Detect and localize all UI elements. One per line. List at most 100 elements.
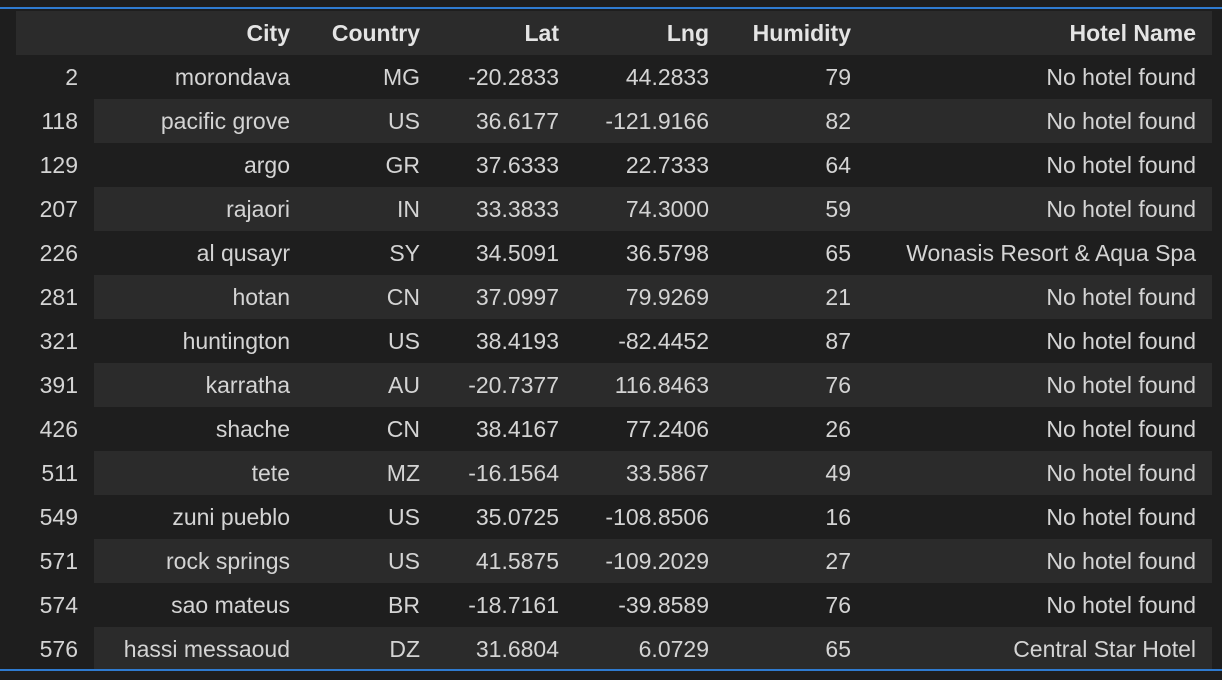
- city-cell: rajaori: [94, 187, 306, 231]
- header-row: City Country Lat Lng Humidity Hotel Name: [16, 11, 1212, 55]
- humidity-cell: 76: [725, 583, 867, 627]
- hotel-name-cell: No hotel found: [867, 539, 1212, 583]
- country-cell: US: [306, 495, 436, 539]
- hotel-name-cell: No hotel found: [867, 143, 1212, 187]
- table-row: 118 pacific grove US 36.6177 -121.9166 82 No h…: [16, 99, 1212, 143]
- humidity-cell: 87: [725, 319, 867, 363]
- hotel-name-cell: No hotel found: [867, 583, 1212, 627]
- lat-cell: 31.6804: [436, 627, 575, 671]
- hotel-name-cell: No hotel found: [867, 319, 1212, 363]
- hotel-name-cell: Wonasis Resort & Aqua Spa: [867, 231, 1212, 275]
- table-row: 226 al qusayr SY 34.5091 36.5798 65 Wonasis Re…: [16, 231, 1212, 275]
- lat-cell: -20.7377: [436, 363, 575, 407]
- row-index: 118: [41, 107, 78, 134]
- row-index: 576: [39, 635, 78, 662]
- table-row: 511 tete MZ -16.1564 33.5867 49 No hotel found: [16, 451, 1212, 495]
- dataframe-table: City Country Lat Lng Humidity Hotel Name…: [16, 11, 1212, 671]
- city-cell: pacific grove: [94, 99, 306, 143]
- country-cell: SY: [306, 231, 436, 275]
- lng-cell: 116.8463: [575, 363, 725, 407]
- humidity-cell: 59: [725, 187, 867, 231]
- city-cell: karratha: [94, 363, 306, 407]
- city-cell: argo: [94, 143, 306, 187]
- humidity-cell: 79: [725, 55, 867, 99]
- column-header-lng: Lng: [575, 11, 725, 55]
- row-index: 574: [39, 591, 78, 618]
- lat-cell: 34.5091: [436, 231, 575, 275]
- country-cell: US: [306, 99, 436, 143]
- humidity-cell: 64: [725, 143, 867, 187]
- country-cell: US: [306, 539, 436, 583]
- lat-cell: 37.0997: [436, 275, 575, 319]
- lng-cell: -121.9166: [575, 99, 725, 143]
- row-index: 321: [39, 327, 78, 354]
- row-index: 207: [39, 195, 78, 222]
- table-body: 2 morondava MG -20.2833 44.2833 79 No hotel fo…: [16, 55, 1212, 671]
- row-index: 226: [39, 239, 78, 266]
- table-row: 576 hassi messaoud DZ 31.6804 6.0729 65 Centra…: [16, 627, 1212, 671]
- lat-cell: 36.6177: [436, 99, 575, 143]
- lat-cell: 38.4167: [436, 407, 575, 451]
- lat-cell: 35.0725: [436, 495, 575, 539]
- lng-cell: 33.5867: [575, 451, 725, 495]
- country-cell: DZ: [306, 627, 436, 671]
- cell-focus-border-bottom: [0, 669, 1222, 671]
- city-cell: tete: [94, 451, 306, 495]
- lng-cell: 74.3000: [575, 187, 725, 231]
- hotel-name-cell: No hotel found: [867, 99, 1212, 143]
- lat-cell: -18.7161: [436, 583, 575, 627]
- lat-cell: 41.5875: [436, 539, 575, 583]
- city-cell: huntington: [94, 319, 306, 363]
- lat-cell: -16.1564: [436, 451, 575, 495]
- hotel-name-cell: No hotel found: [867, 275, 1212, 319]
- table-header: City Country Lat Lng Humidity Hotel Name: [16, 11, 1212, 55]
- lat-cell: 38.4193: [436, 319, 575, 363]
- table-row: 571 rock springs US 41.5875 -109.2029 27 No ho…: [16, 539, 1212, 583]
- row-index: 2: [65, 63, 78, 90]
- column-header-humidity: Humidity: [725, 11, 867, 55]
- row-index: 511: [41, 459, 78, 486]
- table-row: 207 rajaori IN 33.3833 74.3000 59 No hotel fou…: [16, 187, 1212, 231]
- humidity-cell: 27: [725, 539, 867, 583]
- country-cell: BR: [306, 583, 436, 627]
- lng-cell: 36.5798: [575, 231, 725, 275]
- country-cell: GR: [306, 143, 436, 187]
- country-cell: MZ: [306, 451, 436, 495]
- table-row: 2 morondava MG -20.2833 44.2833 79 No hotel fo…: [16, 55, 1212, 99]
- lat-cell: 33.3833: [436, 187, 575, 231]
- table-row: 391 karratha AU -20.7377 116.8463 76 No hotel …: [16, 363, 1212, 407]
- table-row: 574 sao mateus BR -18.7161 -39.8589 76 No hote…: [16, 583, 1212, 627]
- lng-cell: 44.2833: [575, 55, 725, 99]
- lat-cell: 37.6333: [436, 143, 575, 187]
- humidity-cell: 65: [725, 231, 867, 275]
- lng-cell: 22.7333: [575, 143, 725, 187]
- column-header-city: City: [94, 11, 306, 55]
- row-index: 281: [39, 283, 78, 310]
- row-index: 391: [39, 371, 78, 398]
- city-cell: shache: [94, 407, 306, 451]
- lng-cell: 79.9269: [575, 275, 725, 319]
- hotel-name-cell: No hotel found: [867, 407, 1212, 451]
- column-header-index: [16, 11, 94, 55]
- hotel-name-cell: Central Star Hotel: [867, 627, 1212, 671]
- hotel-name-cell: No hotel found: [867, 187, 1212, 231]
- row-index: 129: [39, 151, 78, 178]
- table-row: 549 zuni pueblo US 35.0725 -108.8506 16 No hot…: [16, 495, 1212, 539]
- country-cell: AU: [306, 363, 436, 407]
- humidity-cell: 21: [725, 275, 867, 319]
- humidity-cell: 76: [725, 363, 867, 407]
- country-cell: CN: [306, 275, 436, 319]
- country-cell: MG: [306, 55, 436, 99]
- humidity-cell: 49: [725, 451, 867, 495]
- humidity-cell: 16: [725, 495, 867, 539]
- city-cell: hotan: [94, 275, 306, 319]
- country-cell: IN: [306, 187, 436, 231]
- country-cell: CN: [306, 407, 436, 451]
- city-cell: al qusayr: [94, 231, 306, 275]
- column-header-hotel-name: Hotel Name: [867, 11, 1212, 55]
- city-cell: zuni pueblo: [94, 495, 306, 539]
- city-cell: sao mateus: [94, 583, 306, 627]
- humidity-cell: 26: [725, 407, 867, 451]
- hotel-name-cell: No hotel found: [867, 451, 1212, 495]
- humidity-cell: 82: [725, 99, 867, 143]
